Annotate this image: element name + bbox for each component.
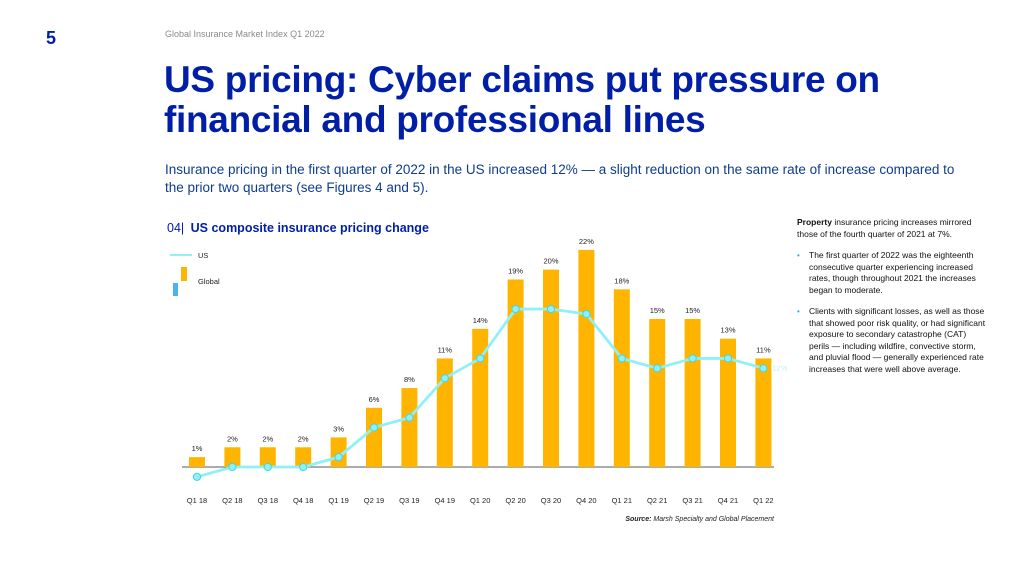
bar-value-label: 15% [650,306,665,315]
sidebar-bullet: • Clients with significant losses, as wel… [797,306,987,375]
bar-us [366,407,382,467]
legend-label-global: Global [198,277,220,286]
line-marker-global [299,462,308,472]
bar-value-label: 15% [685,306,700,315]
chart-title: US composite insurance pricing change [190,221,429,235]
source-label: Source: [625,516,652,523]
bar-us [755,358,772,467]
sidebar-bullet-text: The first quarter of 2022 was the eighte… [809,250,976,295]
source-note: Source: Marsh Specialty and Global Place… [625,516,774,523]
x-tick-label: Q1 18 [187,496,207,505]
line-marker-global [192,472,202,481]
bar-value-label: 1% [192,444,203,453]
page-subtitle: Insurance pricing in the first quarter o… [165,162,955,195]
x-tick-label: Q4 21 [718,496,738,505]
bar-us [684,318,701,467]
bar-value-label: 20% [543,257,558,266]
bar-value-label: 19% [508,266,523,275]
bar-us [472,328,489,467]
bar-us [224,447,241,467]
line-marker-global [334,453,343,462]
report-header: Global Insurance Market Index Q1 2022 [165,29,325,39]
bar-value-label: 11% [438,345,453,354]
line-marker-global [688,354,697,363]
line-marker-global [263,462,272,472]
bar-value-label: 8% [404,375,415,384]
x-tick-label: Q3 19 [399,496,419,505]
legend-label-us: US [198,251,208,260]
bar-value-label: 3% [333,424,344,433]
sidebar-intro-text: insurance pricing increases mirrored tho… [797,217,972,239]
bar-us [401,388,418,467]
x-tick-label: Q3 21 [682,496,702,505]
sidebar-bullet: • The first quarter of 2022 was the eight… [797,250,987,296]
bar-us [295,447,312,467]
figure-number: 04| [167,221,185,235]
bar-value-label: 2% [227,434,238,443]
x-tick-label: Q3 20 [541,496,561,505]
line-marker-global [759,364,768,373]
bar-value-label: 2% [262,434,273,443]
line-marker-global [617,354,626,363]
x-tick-label: Q3 18 [258,496,278,505]
x-tick-label: Q1 21 [612,496,632,505]
sidebar-bullet-text: Clients with significant losses, as well… [809,306,986,374]
x-tick-label: Q1 22 [753,496,773,505]
bar-value-label: 2% [298,434,309,443]
bar-value-label: 22% [579,237,594,246]
bar-us [259,447,276,467]
line-marker-global [511,304,520,314]
legend-global-swatch [173,283,178,296]
bar-us [578,249,595,467]
page-title: US pricing: Cyber claims put pressure on… [164,59,880,140]
sidebar-intro: Property insurance pricing increases mir… [797,217,987,240]
legend-bar-swatch [181,267,187,281]
sidebar-bullets: • The first quarter of 2022 was the eight… [797,250,987,375]
line-marker-global [653,364,662,373]
line-marker-global [582,309,591,319]
line-marker-global [546,304,556,314]
line-end-label: 12% [772,363,787,372]
bar-value-label: 13% [720,326,735,335]
line-marker-global [369,423,379,432]
bar-us [436,358,453,467]
x-tick-label: Q1 20 [470,496,490,505]
line-marker-global [440,374,449,383]
bar-us [543,269,559,467]
bar-value-label: 11% [756,345,771,354]
line-marker-global [228,462,237,472]
bar-value-label: 18% [614,276,629,285]
chart-heading: 04| US composite insurance pricing chang… [167,221,429,235]
x-tick-label: Q2 20 [505,496,525,505]
x-tick-label: Q2 19 [364,496,384,505]
sidebar-intro-bold: Property [797,217,832,227]
sidebar-commentary: Property insurance pricing increases mir… [797,217,987,385]
line-marker-global [723,354,733,363]
x-tick-label: Q4 18 [293,496,313,505]
bar-us [613,289,630,467]
x-tick-label: Q1 19 [328,496,348,505]
bar-us [507,279,524,467]
bar-value-label: 14% [473,316,488,325]
bar-us [189,457,205,467]
line-marker-global [405,413,414,422]
bullet-dot-icon: • [797,307,800,316]
source-text: Marsh Specialty and Global Placement [653,516,774,523]
x-tick-label: Q2 21 [647,496,667,505]
bar-us [720,338,736,467]
bullet-dot-icon: • [797,251,800,260]
bar-value-label: 6% [369,395,380,404]
bar-us [649,318,666,467]
line-marker-global [476,354,485,363]
x-tick-label: Q4 20 [576,496,596,505]
page-number: 5 [46,28,57,48]
x-tick-label: Q4 19 [435,496,455,505]
x-tick-label: Q2 18 [222,496,242,505]
